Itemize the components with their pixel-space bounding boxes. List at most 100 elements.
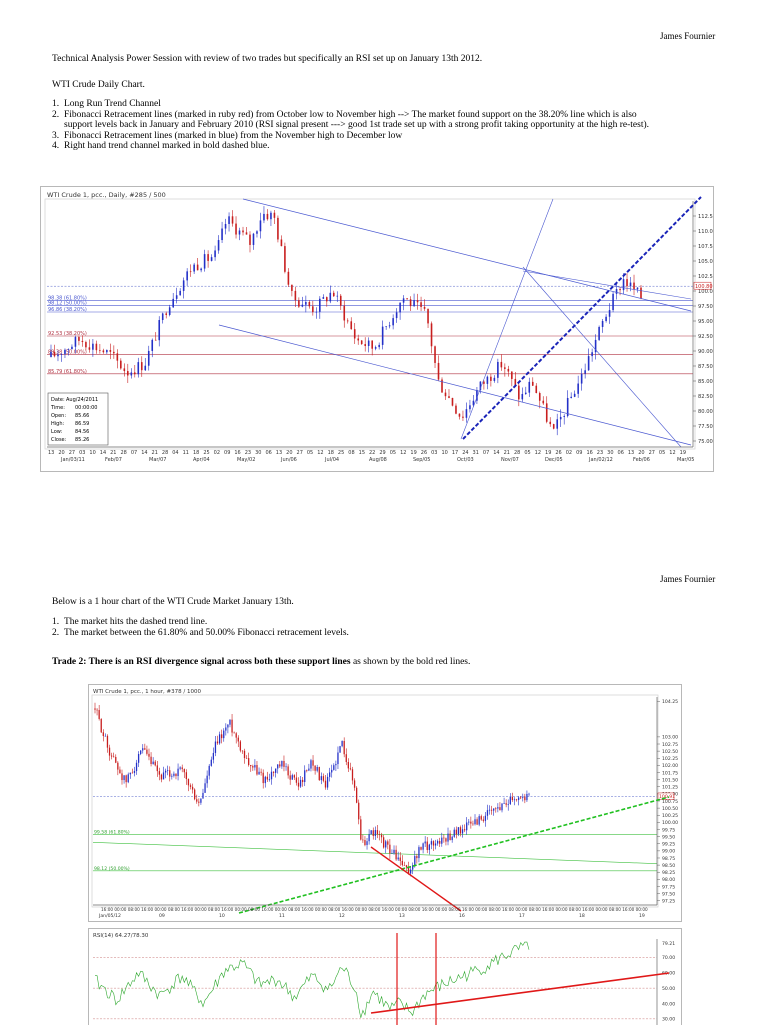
x-tick-label: 16:00	[342, 907, 354, 912]
candle-body	[310, 760, 312, 769]
candle-body	[329, 292, 332, 302]
candle-body	[179, 290, 181, 296]
candle-body	[96, 709, 98, 711]
candle-body	[495, 808, 497, 810]
candle-body	[106, 350, 108, 353]
y-tick-label: 101.25	[662, 785, 678, 791]
x-tick-label: 16:00	[301, 907, 313, 912]
y-tick-label: 98.75	[662, 856, 675, 862]
candle-body	[444, 392, 447, 397]
daily-fib-lines: 98.38 (61.80%)98.12 (50.00%)96.86 (38.20…	[47, 296, 693, 375]
candle-body	[427, 308, 429, 324]
x-day-label: 16	[459, 913, 465, 919]
candle-body	[198, 801, 200, 803]
candle-body	[499, 807, 501, 811]
x-tick-label: 29	[379, 450, 385, 456]
x-tick-label: 02	[214, 450, 220, 456]
candle-body	[378, 344, 380, 348]
candle-body	[322, 297, 325, 299]
x-tick-label: 12	[400, 450, 406, 456]
x-tick-label: 14	[141, 450, 147, 456]
candle-body	[443, 837, 445, 839]
rsi-levels	[93, 957, 657, 1020]
candle-body	[224, 224, 227, 229]
x-tick-label: 08:00	[408, 907, 420, 912]
x-tick-label: 16:00	[462, 907, 474, 912]
candle-body	[312, 306, 314, 313]
x-tick-label: 31	[473, 450, 479, 456]
candle-body	[202, 792, 204, 799]
candle-body	[81, 340, 84, 343]
candle-body	[395, 312, 398, 319]
x-tick-label: 08	[348, 450, 354, 456]
candle-body	[109, 350, 112, 352]
candle-body	[528, 793, 530, 795]
candle-body	[482, 819, 484, 821]
x-tick-label: 21	[110, 450, 116, 456]
candle-body	[196, 799, 198, 802]
fib-red-label: 92.53 (38.20%)	[48, 331, 87, 337]
candle-body	[392, 318, 394, 326]
candle-body	[312, 760, 314, 766]
candle-body	[332, 292, 335, 297]
candle-body	[151, 339, 154, 351]
candle-body	[515, 799, 518, 801]
candle-body	[196, 264, 199, 271]
candle-body	[385, 326, 387, 328]
info-box-frame	[47, 392, 109, 446]
x-day-label: 18	[579, 913, 585, 919]
x-tick-label: 28	[514, 450, 520, 456]
candle-body	[268, 779, 271, 780]
x-tick-label: 05	[390, 450, 396, 456]
candle-body	[418, 847, 420, 859]
x-tick-label: 07	[483, 450, 489, 456]
candle-body	[353, 329, 356, 339]
fan-line	[460, 198, 554, 440]
candle-body	[158, 320, 161, 341]
candle-body	[459, 827, 462, 834]
candle-body	[194, 789, 196, 800]
candle-body	[123, 368, 126, 372]
rsi-divergence-marks	[370, 933, 670, 1025]
candle-body	[168, 307, 171, 315]
chart-title: WTI Crude Daily Chart.	[52, 80, 145, 90]
candle-body	[580, 373, 583, 384]
x-tick-label: 00:00	[515, 907, 527, 912]
candle-body	[285, 766, 287, 768]
list-item: 1. Long Run Trend Channel	[52, 99, 649, 110]
list-line: Fibonacci Retracement lines (marked in r…	[64, 109, 637, 120]
rsi-divergence-price-line	[370, 846, 462, 912]
candle-body	[466, 822, 468, 831]
candle-body	[371, 340, 373, 349]
candle-body	[298, 300, 300, 307]
candle-body	[423, 306, 426, 309]
list-line: Long Run Trend Channel	[64, 99, 161, 109]
list-number: 4.	[52, 141, 60, 151]
candle-body	[137, 754, 140, 763]
x-day-label: Jan/05/12	[98, 913, 121, 919]
list-line: support levels back in January and Febru…	[64, 120, 649, 130]
candle-body	[169, 770, 171, 777]
x-tick-label: 13	[276, 450, 282, 456]
candle-body	[106, 735, 109, 748]
candle-body	[428, 844, 430, 850]
y-tick-label: 100.25	[662, 813, 678, 819]
candle-body	[116, 353, 119, 361]
candle-body	[455, 405, 457, 414]
candle-body	[183, 769, 185, 773]
candle-body	[147, 350, 150, 366]
daily-chart: WTI Crude 1, pcc., Daily, #285 / 500 98.…	[40, 186, 714, 472]
candle-body	[619, 289, 621, 291]
x-tick-label: 20	[58, 450, 64, 456]
x-tick-label: 12	[317, 450, 323, 456]
candle-body	[528, 381, 531, 393]
candle-body	[339, 295, 342, 306]
candle-body	[594, 339, 597, 353]
x-tick-label: 09	[576, 450, 582, 456]
candle-body	[315, 311, 318, 313]
candle-body	[474, 819, 476, 825]
candle-body	[414, 856, 416, 866]
y-tick-label: 98.25	[662, 870, 675, 876]
candle-body	[283, 760, 285, 767]
candle-body	[74, 337, 77, 347]
